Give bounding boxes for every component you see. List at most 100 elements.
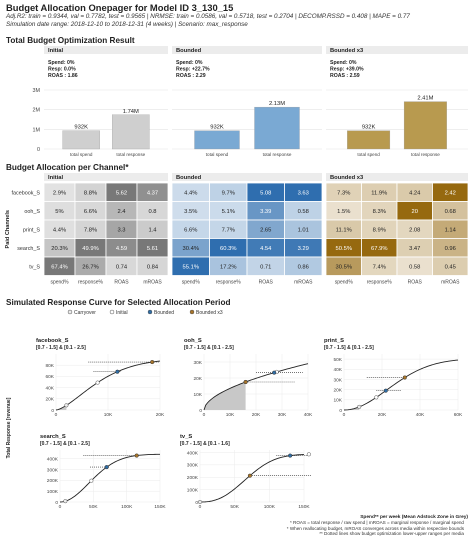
curve-panel-title: facebook_S <box>36 338 69 344</box>
x-tick-label: 30K <box>278 412 287 418</box>
y-tick-label: 400K <box>187 450 199 456</box>
y-tick-label: 200K <box>187 475 199 481</box>
panel-strip <box>172 46 322 54</box>
heatmap-cell-label: 60.3% <box>220 246 236 252</box>
y-tick-label: 0 <box>37 147 40 153</box>
legend-label: Initial <box>116 310 128 316</box>
heatmap-cell-label: 17.2% <box>220 264 236 270</box>
panel-stat: ROAS : 1.86 <box>48 73 78 79</box>
bar-value-label: 932K <box>74 125 88 131</box>
panel-strip <box>326 173 468 181</box>
adstock-zone <box>344 406 360 410</box>
report-subtitle-dates: Simulation date range: 2018-12-10 to 201… <box>6 20 248 28</box>
response-curve <box>199 454 305 503</box>
heatmap-cell-label: 0.74 <box>116 264 128 270</box>
channel-label: ooh_S <box>24 209 40 215</box>
panel-stat: Resp: 0.0% <box>48 67 76 73</box>
heatmap-cell-label: 3.63 <box>298 190 309 196</box>
heatmap-cell-label: 3.3 <box>117 227 125 233</box>
heatmap-cell-label: 8.9% <box>373 227 386 233</box>
x-tick-label: total response <box>263 152 292 157</box>
y-tick-label: 300K <box>187 463 199 469</box>
initial-point <box>306 452 311 457</box>
heatmap-cell <box>284 256 323 276</box>
y-tick-label: 2M <box>33 108 41 114</box>
heatmap-cell-label: 1.5% <box>337 209 350 215</box>
heatmap-cell-label: 1.01 <box>298 227 309 233</box>
x-tick-label: total response <box>116 152 145 157</box>
bounded-x3-point <box>134 453 139 458</box>
heatmap-cell-label: 6.6% <box>184 227 197 233</box>
bounded-point <box>288 453 293 458</box>
heatmap-cell-label: 3.47 <box>409 246 420 252</box>
panel-strip <box>44 46 168 54</box>
heatmap-cell-label: 8.3% <box>373 209 386 215</box>
initial-point <box>374 395 379 400</box>
heatmap-cell-label: 8.8% <box>84 190 97 196</box>
heatmap-cell-label: 0.8 <box>148 209 156 215</box>
heatmap-cell-label: 4.54 <box>260 246 272 252</box>
x-tick-label: 10K <box>226 412 235 418</box>
bar <box>194 130 240 150</box>
y-tick-label: 30K <box>333 377 342 383</box>
panel-name: Bounded <box>176 175 202 181</box>
y-tick-label: 1M <box>33 127 41 133</box>
y-tick-label: 20K <box>333 387 342 393</box>
curve-panel-bounds: [0.7 - 1.5] & [0.1 - 2.5] <box>36 345 86 351</box>
panel-stat: Resp: +22.7% <box>176 67 210 73</box>
y-tick-label: 20K <box>45 397 54 403</box>
footnote-ranges: ** Dotted lines show budget optimization… <box>319 531 464 537</box>
panel-name: Bounded <box>176 48 202 54</box>
bar-value-label: 2.41M <box>417 96 433 102</box>
adstock-zone <box>56 405 67 410</box>
heatmap-cell-label: 49.9% <box>82 246 98 252</box>
curve-panel-bounds: [0.7 - 1.5] & [0.1 - 2.5] <box>184 345 234 351</box>
heatmap-column-label: ROAS <box>408 280 423 286</box>
x-tick-label: total spend <box>357 152 380 157</box>
response-curve <box>343 359 459 411</box>
curve-panel-title: print_S <box>324 338 344 344</box>
section-title-per-channel: Budget Allocation per Channel* <box>6 163 129 172</box>
curve-panel-print_S: print_S[0.7 - 1.5] & [0.1 - 2.5] 0 10K 20K 3… <box>324 338 463 418</box>
y-tick-label: 0 <box>195 500 198 506</box>
heatmap-cell-label: 2.4 <box>117 209 126 215</box>
heatmap-cell-label: 2.9% <box>53 190 66 196</box>
x-tick-label: 20K <box>156 412 165 418</box>
heatmap-cell-label: 7.4% <box>373 264 386 270</box>
legend-label: Bounded x3 <box>196 310 223 316</box>
y-tick-label: 30K <box>193 360 202 366</box>
bar-value-label: 1.74M <box>123 109 139 115</box>
heatmap-cell-label: 2.08 <box>409 227 420 233</box>
bar <box>403 101 447 150</box>
heatmap-cell-label: 0.45 <box>445 264 456 270</box>
heatmap-cell-label: 4.24 <box>409 190 421 196</box>
panel-stat: ROAS : 2.59 <box>330 73 360 79</box>
x-tick-label: 0 <box>59 504 62 510</box>
heatmap-column-label: spend% <box>335 280 354 286</box>
heatmap-cell-label: 7.7% <box>222 227 235 233</box>
curves-xlabel: Spend** per week (Mean Adstock Zone in G… <box>360 514 468 520</box>
heatmap-cell-label: 5.62 <box>116 190 127 196</box>
heatmap-cell-label: 2.65 <box>260 227 271 233</box>
footnotes: * ROAS = total response / raw spend | mR… <box>287 520 464 537</box>
heatmap-cell-label: 5.1% <box>222 209 235 215</box>
heatmap-cell-label: 50.5% <box>336 246 352 252</box>
heatmap-cell-label: 0.96 <box>445 246 456 252</box>
heatmap-cell-label: 0.58 <box>298 209 309 215</box>
x-tick-label: 0 <box>55 412 58 418</box>
curve-panel-bounds: [0.7 - 1.5] & [0.1 - 1.6] <box>180 441 230 447</box>
footnote-mroas: * When reallocating budget, mROAS conver… <box>286 525 464 531</box>
y-tick-label: 10K <box>193 392 202 398</box>
heatmap-cell-label: 20 <box>412 209 418 215</box>
x-tick-label: 40K <box>416 412 425 418</box>
y-tick-label: 300K <box>47 467 59 473</box>
panel-name: Bounded x3 <box>330 175 364 181</box>
curve-panel-tv_S: tv_S[0.7 - 1.5] & [0.1 - 1.6] 0 100K 200K 30… <box>180 434 311 510</box>
heatmap-cell-label: 0.68 <box>445 209 456 215</box>
heatmap-column-label: response% <box>367 280 393 286</box>
response-curve <box>203 363 309 411</box>
y-tick-label: 0 <box>339 408 342 414</box>
legend-label: Bounded <box>154 310 174 316</box>
heatmap-cell-label: 0.86 <box>298 264 309 270</box>
carryover-point <box>63 499 68 504</box>
